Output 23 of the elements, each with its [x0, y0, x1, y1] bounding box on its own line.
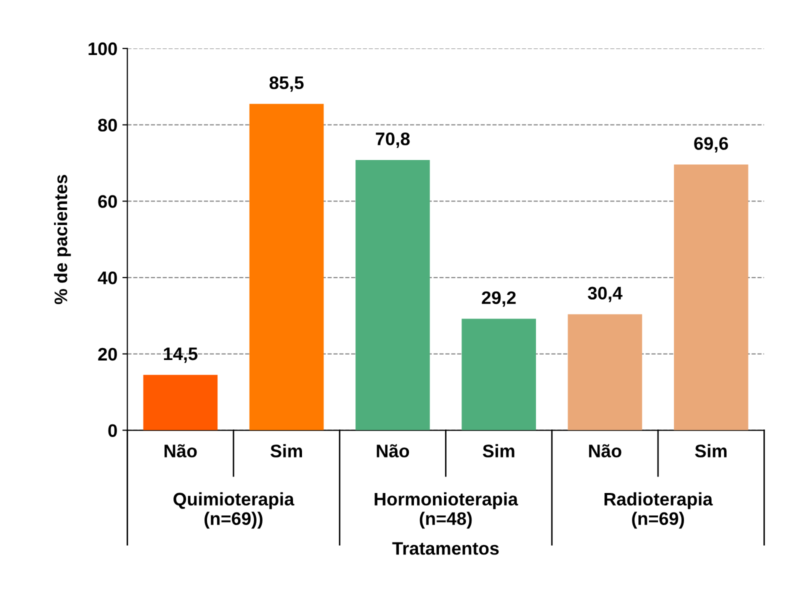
data-label: 70,8: [376, 132, 410, 148]
data-label: 69,6: [694, 137, 728, 152]
text: Hormonioterapia (n=48): [374, 492, 518, 529]
x-tick-label: Sim: [695, 444, 727, 458]
y-axis-title: % de pacientes: [54, 174, 71, 304]
text: Radioterapia (n=69): [604, 492, 713, 529]
text: Quimioterapia (n=69)): [174, 492, 294, 529]
y-tick-label: 40: [98, 271, 117, 284]
data-label: 30,4: [588, 286, 622, 302]
y-tick-label: 100: [88, 42, 117, 56]
x-tick-label: Sim: [270, 444, 302, 458]
x-axis-title: Tratamentos: [392, 542, 499, 555]
x-tick-label: Não: [376, 444, 410, 458]
x-tick-label: Sim: [482, 444, 514, 458]
y-tick-label: 20: [98, 348, 117, 361]
x-tick-label: Não: [164, 444, 197, 458]
x-tick-label: Não: [589, 444, 622, 458]
data-label: 29,2: [482, 291, 516, 307]
y-tick-label: 60: [98, 195, 117, 208]
data-label: 14,5: [164, 348, 198, 363]
y-tick-label: 80: [98, 118, 117, 132]
y-tick-label: 0: [108, 424, 117, 437]
data-label: 85,5: [270, 76, 304, 92]
